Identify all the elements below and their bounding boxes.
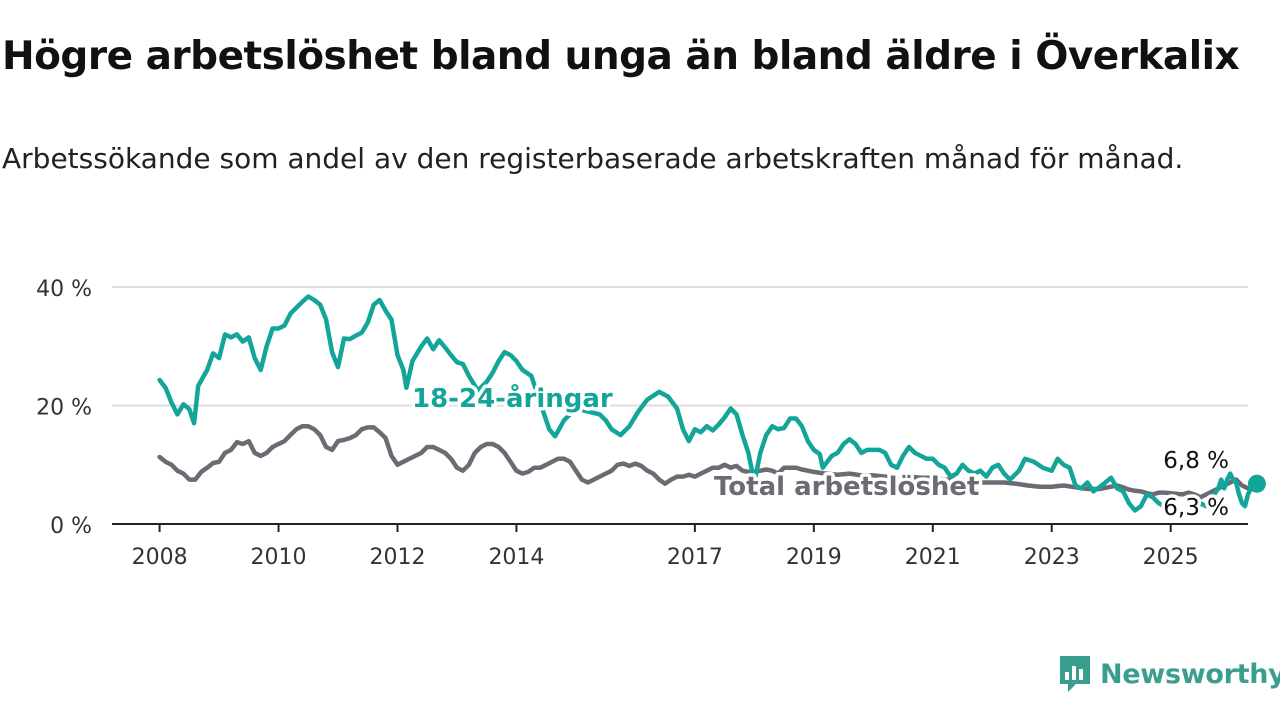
series-label-total: Total arbetslöshet: [714, 472, 979, 502]
y-tick-label: 0 %: [50, 514, 92, 539]
x-tick-label: 2014: [488, 545, 544, 570]
series-label-youth: 18-24-åringar: [412, 382, 613, 414]
y-tick-label: 40 %: [36, 277, 92, 302]
x-tick-label: 2023: [1024, 545, 1080, 570]
x-tick-label: 2019: [786, 545, 842, 570]
x-tick-label: 2010: [251, 545, 307, 570]
x-tick-label: 2017: [667, 545, 723, 570]
x-tick-label: 2008: [132, 545, 188, 570]
brand: Newsworthy: [1058, 653, 1280, 695]
x-tick-label: 2021: [905, 545, 961, 570]
series-line-youth: [157, 294, 1260, 519]
x-tick-label: 2012: [369, 545, 425, 570]
series-end-point-youth: [1247, 474, 1266, 493]
chart-title: Högre arbetslöshet bland unga än bland ä…: [2, 34, 1240, 79]
end-value-label-youth: 6,8 %: [1163, 448, 1229, 474]
brand-name: Newsworthy: [1100, 658, 1280, 690]
chart-subtitle: Arbetssökande som andel av den registerb…: [2, 142, 1184, 175]
x-tick-label: 2025: [1143, 545, 1199, 570]
y-tick-label: 20 %: [36, 396, 92, 421]
end-value-label-total: 6,3 %: [1163, 495, 1229, 521]
newsworthy-logo-icon: [1060, 656, 1090, 692]
